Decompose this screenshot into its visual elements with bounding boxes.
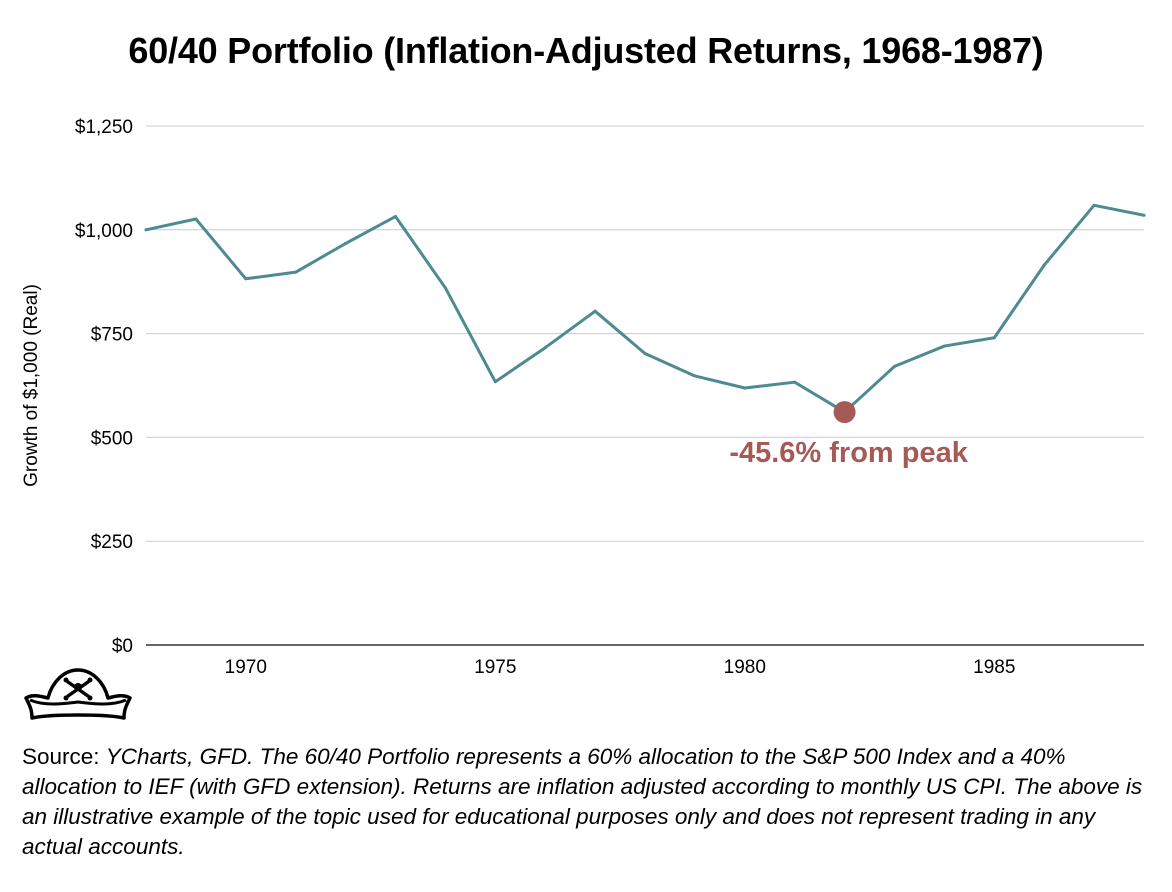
y-tick-label: $750 <box>91 325 133 346</box>
y-axis-ticks: $0 $250 $500 $750 $1,000 $1,250 <box>75 117 133 657</box>
data-point <box>693 374 697 378</box>
data-point <box>643 352 647 356</box>
pirate-hat-logo <box>18 660 138 730</box>
source-lead: Source: <box>22 744 106 769</box>
x-tick-label: 1985 <box>973 657 1015 678</box>
pirate-hat-icon <box>24 668 132 720</box>
x-tick-label: 1975 <box>474 657 516 678</box>
data-point <box>443 286 447 290</box>
annotation-group: -45.6% from peak <box>729 401 969 469</box>
data-point <box>493 380 497 384</box>
y-tick-label: $250 <box>91 532 133 553</box>
data-point <box>743 386 747 390</box>
y-tick-label: $1,250 <box>75 117 133 138</box>
data-point <box>244 277 248 281</box>
data-point <box>1092 203 1096 207</box>
data-point <box>543 346 547 350</box>
annotation-label: -45.6% from peak <box>729 437 968 469</box>
y-tick-label: $500 <box>91 428 133 449</box>
line-chart: $0$250$500$750$1,000$1,250 1970 1975 1980 1… <box>21 117 1146 678</box>
series-group <box>144 203 1146 414</box>
data-point <box>194 217 198 221</box>
y-tick-label: $1,000 <box>75 221 133 242</box>
data-point <box>394 215 397 219</box>
chart-title: 60/40 Portfolio (Inflation-Adjusted Retu… <box>128 30 1044 71</box>
data-point <box>893 364 896 368</box>
trough-marker <box>833 401 856 424</box>
data-point <box>992 336 996 340</box>
data-point <box>1142 213 1146 217</box>
y-axis-label: Growth of $1,000 (Real) <box>21 284 42 487</box>
x-tick-label: 1970 <box>225 657 267 678</box>
grid-lines <box>146 125 1144 646</box>
source-body: YCharts, GFD. The 60/40 Portfolio repres… <box>22 744 1143 859</box>
y-tick-label: $0 <box>112 636 133 657</box>
data-point <box>144 228 148 232</box>
data-point <box>793 380 797 384</box>
x-tick-label: 1980 <box>724 657 766 678</box>
data-point <box>1042 263 1046 267</box>
data-point <box>593 309 597 313</box>
data-point <box>344 242 348 246</box>
series-line <box>144 203 1146 414</box>
x-axis-ticks: 1970 1975 1980 1985 <box>225 657 1016 678</box>
data-point <box>942 344 946 348</box>
data-point <box>294 270 298 274</box>
source-note: Source: YCharts, GFD. The 60/40 Portfoli… <box>22 742 1152 862</box>
